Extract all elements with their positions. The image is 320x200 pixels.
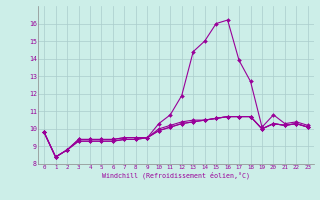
X-axis label: Windchill (Refroidissement éolien,°C): Windchill (Refroidissement éolien,°C) <box>102 172 250 179</box>
